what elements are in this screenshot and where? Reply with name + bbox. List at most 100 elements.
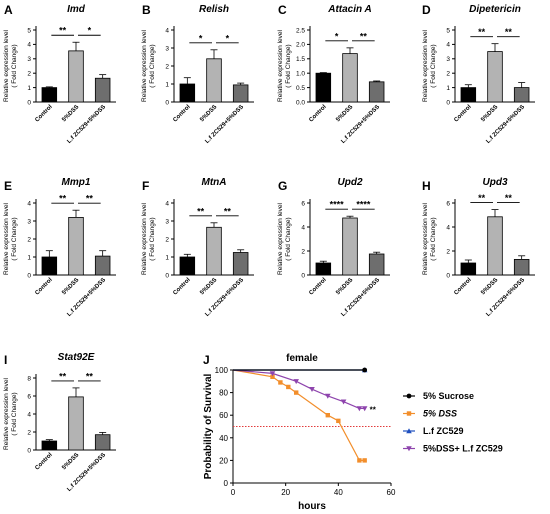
data-point bbox=[286, 384, 291, 390]
significance-label: ** bbox=[478, 27, 486, 37]
y-tick-label: 4 bbox=[446, 42, 450, 49]
significance-label: ** bbox=[86, 371, 94, 381]
bar bbox=[94, 255, 111, 276]
panel-letter: J bbox=[203, 353, 210, 367]
data-point bbox=[336, 418, 341, 424]
y-tick-label: 0 bbox=[165, 99, 169, 106]
y-tick-label: 0 bbox=[446, 272, 450, 279]
bar bbox=[232, 84, 249, 103]
panel-letter: D bbox=[422, 3, 431, 17]
y-tick-label: 3 bbox=[446, 56, 450, 63]
y-axis-label-unit: ( Fold Change) bbox=[285, 44, 292, 87]
data-point bbox=[325, 413, 330, 418]
bar bbox=[315, 72, 332, 103]
x-category-label: Control bbox=[34, 452, 54, 472]
x-category-label: Control bbox=[453, 104, 473, 124]
y-tick-label: 1 bbox=[27, 85, 31, 92]
panel-letter: A bbox=[4, 3, 13, 17]
y-tick-label: 3 bbox=[165, 45, 169, 52]
panel-letter: C bbox=[278, 3, 287, 17]
data-point bbox=[406, 393, 412, 399]
chart-title: MtnA bbox=[202, 177, 227, 188]
y-tick-label: 2 bbox=[27, 71, 31, 78]
y-tick-label: 80 bbox=[219, 389, 228, 398]
y-tick-label: 5 bbox=[446, 27, 450, 34]
data-point bbox=[357, 458, 362, 463]
series-line bbox=[232, 369, 368, 412]
chart-title: Mmp1 bbox=[62, 177, 91, 188]
significance-label: **** bbox=[330, 200, 345, 210]
significance-label: * bbox=[199, 33, 203, 43]
bar bbox=[232, 252, 249, 276]
panel-letter: F bbox=[142, 179, 149, 193]
significance-label: ** bbox=[370, 405, 377, 414]
bar bbox=[460, 87, 477, 103]
y-tick-label: 1 bbox=[165, 254, 169, 261]
y-tick-label: 2 bbox=[301, 248, 305, 255]
y-tick-label: 4 bbox=[27, 200, 31, 207]
x-category-label: 5%DSS bbox=[61, 277, 80, 296]
panel-e: E Mmp1 Relative expression level( Fold Cha… bbox=[3, 177, 116, 318]
bar bbox=[41, 440, 58, 451]
significance-label: * bbox=[226, 33, 230, 43]
chart-title: Upd2 bbox=[338, 177, 363, 188]
x-category-label: Control bbox=[34, 104, 54, 124]
x-tick-label: 40 bbox=[334, 488, 343, 497]
y-tick-label: 2.0 bbox=[296, 42, 305, 49]
x-category-label: Control bbox=[34, 277, 54, 297]
chart-title: Attacin A bbox=[327, 4, 372, 15]
data-point bbox=[340, 399, 347, 405]
bar bbox=[179, 256, 196, 276]
y-axis-label-unit: ( Fold Change) bbox=[285, 217, 292, 260]
bar bbox=[368, 253, 385, 276]
bar bbox=[41, 87, 58, 103]
data-point bbox=[361, 406, 368, 412]
legend-label: 5%DSS+ L.f ZC529 bbox=[423, 444, 503, 454]
panel-c: C Attacin A Relative expression level( Fol… bbox=[277, 3, 390, 145]
data-point bbox=[269, 371, 276, 377]
chart-title: Dipetericin bbox=[469, 4, 521, 15]
y-tick-label: 0 bbox=[27, 272, 31, 279]
significance-label: * bbox=[88, 26, 92, 36]
significance-label: ** bbox=[360, 31, 368, 41]
y-tick-label: 2 bbox=[165, 63, 169, 70]
bar bbox=[315, 262, 332, 276]
panel-i: I Stat92E Relative expression level( Fold … bbox=[3, 352, 116, 493]
panel-g: G Upd2 Relative expression level( Fold Cha… bbox=[277, 177, 390, 318]
data-point bbox=[362, 458, 367, 463]
significance-label: ** bbox=[59, 371, 67, 381]
y-tick-label: 4 bbox=[27, 42, 31, 49]
panel-h: H Upd3 Relative expression level( Fold Cha… bbox=[422, 177, 535, 318]
x-category-label: 5%DSS bbox=[480, 277, 499, 296]
y-tick-label: 6 bbox=[27, 393, 31, 400]
y-tick-label: 60 bbox=[219, 411, 228, 420]
panel-a: A Imd Relative expression level( Fold Chan… bbox=[3, 3, 116, 145]
y-axis-label-unit: ( Fold Change) bbox=[11, 392, 18, 435]
y-tick-label: 2 bbox=[165, 236, 169, 243]
y-axis-label: Probability of Survival bbox=[203, 373, 214, 479]
significance-label: ** bbox=[478, 193, 486, 203]
y-tick-label: 2 bbox=[446, 71, 450, 78]
bar bbox=[94, 434, 111, 451]
significance-label: ** bbox=[197, 206, 205, 216]
y-tick-label: 0 bbox=[224, 479, 229, 488]
legend-label: 5% DSS bbox=[423, 409, 457, 419]
y-axis-label: Relative expression level bbox=[422, 203, 429, 275]
y-tick-label: 4 bbox=[446, 224, 450, 231]
x-category-label: Control bbox=[308, 104, 328, 124]
panel-letter: G bbox=[278, 179, 287, 193]
legend-label: L.f ZC529 bbox=[423, 426, 464, 436]
panel-d: D Dipetericin Relative expression level( F… bbox=[422, 3, 535, 145]
x-category-label: 5%DSS bbox=[335, 277, 354, 296]
series-path bbox=[232, 369, 365, 461]
significance-label: **** bbox=[356, 200, 371, 210]
data-point bbox=[294, 390, 299, 395]
data-point bbox=[270, 374, 275, 379]
data-point bbox=[406, 428, 412, 434]
chart-title: Upd3 bbox=[483, 177, 508, 188]
y-axis-label: Relative expression level bbox=[141, 203, 148, 275]
bar bbox=[342, 53, 358, 103]
y-axis-label: Relative expression level bbox=[141, 30, 148, 102]
bar bbox=[41, 256, 58, 276]
